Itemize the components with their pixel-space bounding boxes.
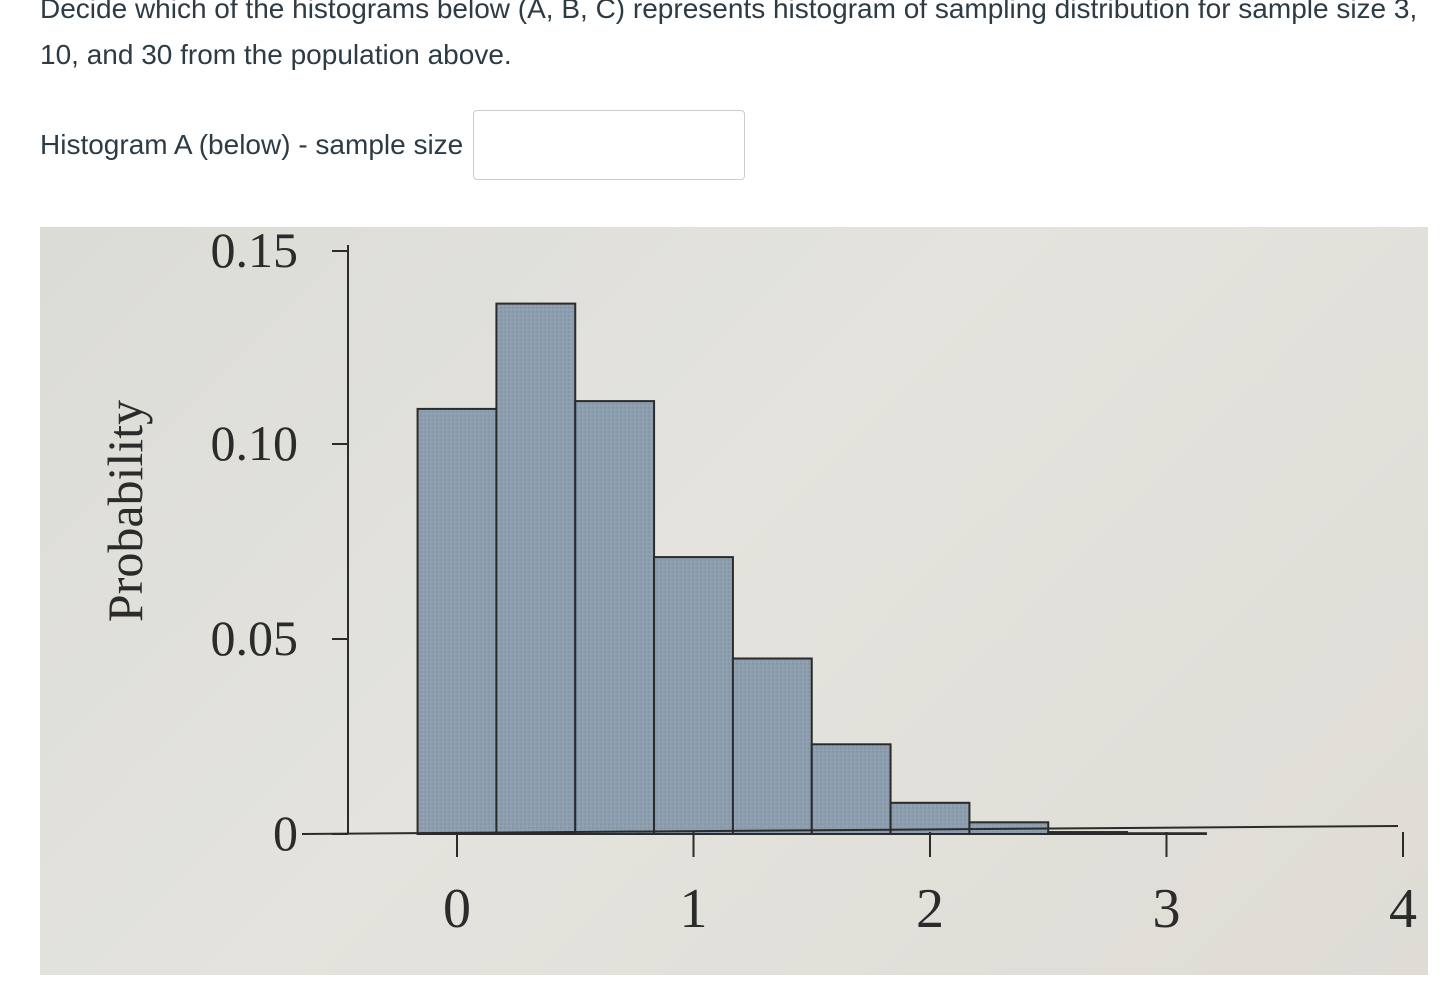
histogram-bar <box>731 657 813 835</box>
x-axis-line <box>301 825 1399 835</box>
x-tick-label: 2 <box>916 878 944 940</box>
histogram-bar <box>1047 831 1129 835</box>
y-tick-label: 0 <box>273 805 298 861</box>
y-tick-label: 0.05 <box>211 610 299 666</box>
x-tick-label: 0 <box>443 878 471 940</box>
histogram-photo: 0 0.05 0.10 0.15 0 1 2 3 4 Probability <box>40 227 1428 975</box>
x-tick-label: 4 <box>1389 878 1417 940</box>
answer-row: Histogram A (below) - sample size <box>40 108 746 182</box>
histogram-bar <box>653 556 734 835</box>
histogram-bar <box>416 407 498 835</box>
y-axis-label: Probability <box>97 400 153 622</box>
histogram-chart: 0 0.05 0.10 0.15 0 1 2 3 4 Probability <box>97 227 1417 940</box>
histogram-bar <box>810 743 892 835</box>
histogram-bar <box>574 400 656 835</box>
sample-size-input[interactable] <box>473 110 746 180</box>
y-tick-label: 0.15 <box>211 227 299 278</box>
answer-label: Histogram A (below) - sample size <box>40 129 464 160</box>
y-tick-label: 0.10 <box>211 415 299 471</box>
question-text: Decide which of the histograms below (A,… <box>40 0 1418 70</box>
x-tick-label: 1 <box>680 878 708 940</box>
histogram-bar <box>495 302 577 836</box>
x-tick-label: 3 <box>1153 878 1181 940</box>
